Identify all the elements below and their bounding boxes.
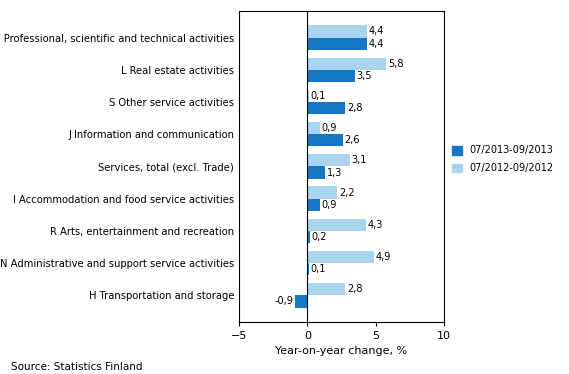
- Text: 2,2: 2,2: [339, 187, 354, 197]
- Bar: [307, 70, 355, 82]
- Text: 2,8: 2,8: [347, 284, 362, 294]
- Text: 4,3: 4,3: [368, 220, 383, 230]
- Text: 0,9: 0,9: [321, 123, 337, 133]
- Bar: [307, 263, 308, 275]
- Bar: [307, 231, 310, 243]
- Text: 0,1: 0,1: [310, 91, 325, 101]
- Bar: [307, 134, 343, 147]
- Legend: 07/2013-09/2013, 07/2012-09/2012: 07/2013-09/2013, 07/2012-09/2012: [448, 142, 557, 177]
- Bar: [307, 25, 368, 37]
- X-axis label: Year-on-year change, %: Year-on-year change, %: [275, 346, 407, 356]
- Bar: [307, 102, 345, 114]
- Text: 0,9: 0,9: [321, 200, 337, 210]
- Text: 2,6: 2,6: [344, 135, 360, 145]
- Text: Source: Statistics Finland: Source: Statistics Finland: [11, 362, 143, 372]
- Bar: [307, 154, 349, 166]
- Text: 4,4: 4,4: [369, 39, 385, 49]
- Text: 0,1: 0,1: [310, 264, 325, 274]
- Text: 3,1: 3,1: [351, 155, 366, 165]
- Bar: [307, 186, 337, 199]
- Text: 4,4: 4,4: [369, 27, 385, 36]
- Bar: [307, 90, 308, 102]
- Text: 3,5: 3,5: [357, 71, 372, 81]
- Bar: [307, 199, 320, 211]
- Bar: [307, 122, 320, 134]
- Text: 0,2: 0,2: [312, 232, 327, 242]
- Bar: [307, 37, 368, 50]
- Text: 2,8: 2,8: [347, 103, 362, 113]
- Bar: [307, 166, 325, 179]
- Bar: [307, 219, 366, 231]
- Text: -0,9: -0,9: [274, 297, 294, 306]
- Text: 5,8: 5,8: [388, 59, 403, 69]
- Text: 1,3: 1,3: [327, 168, 342, 178]
- Bar: [307, 283, 345, 295]
- Bar: [307, 58, 386, 70]
- Text: 4,9: 4,9: [376, 252, 391, 262]
- Bar: [295, 295, 307, 307]
- Bar: [307, 251, 374, 263]
